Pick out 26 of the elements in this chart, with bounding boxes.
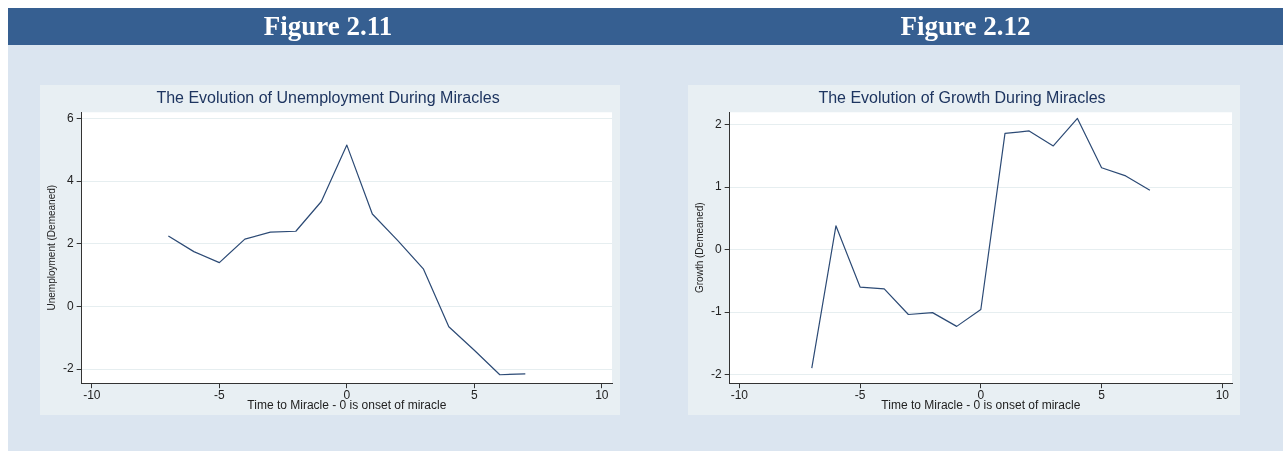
x-tick-label: -10: [83, 387, 101, 402]
x-tick-label: -5: [854, 387, 866, 402]
chart-subtitle: Figure 2.12: [648, 8, 1283, 45]
y-tick-label: 4: [66, 173, 74, 188]
chart-title: The Evolution of Growth During Miracles: [818, 89, 1106, 107]
x-axis-title: Time to Miracle - 0 is onset of miracle: [881, 398, 1081, 413]
x-tick-label: 10: [1215, 387, 1230, 402]
x-tick-label: -10: [730, 387, 749, 402]
chart-title: The Evolution of Unemployment During Miracles: [156, 89, 500, 107]
y-tick-label: 6: [66, 110, 74, 125]
y-tick-label: 2: [714, 117, 722, 131]
y-axis-title: Unemployment (Demeaned): [45, 184, 57, 311]
y-axis-title: Growth (Demeaned): [693, 202, 705, 293]
y-tick-label: -2: [63, 361, 74, 376]
y-tick-label: 0: [66, 298, 74, 313]
x-tick-label: 5: [1098, 387, 1106, 402]
x-axis-title: Time to Miracle - 0 is onset of miracle: [247, 398, 447, 413]
chart-subtitle: Figure 2.11: [8, 8, 648, 45]
x-tick-label: 5: [470, 387, 478, 402]
x-tick-label: 10: [595, 387, 609, 402]
y-tick-label: 1: [714, 179, 722, 194]
y-tick-label: -2: [711, 366, 722, 381]
y-tick-label: -1: [711, 304, 722, 319]
y-tick-label: 0: [714, 241, 722, 256]
y-tick-label: 2: [66, 236, 74, 251]
x-tick-label: -5: [214, 387, 226, 402]
